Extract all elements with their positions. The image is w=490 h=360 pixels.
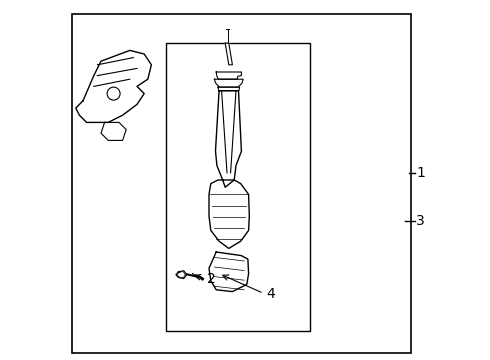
Polygon shape <box>225 43 232 65</box>
Polygon shape <box>76 50 151 122</box>
Text: 2: 2 <box>207 272 216 286</box>
Polygon shape <box>216 72 242 79</box>
Circle shape <box>107 87 120 100</box>
Text: 3: 3 <box>416 215 425 228</box>
Text: 1: 1 <box>416 166 425 180</box>
Polygon shape <box>215 79 243 87</box>
Polygon shape <box>176 271 187 279</box>
Polygon shape <box>209 252 248 292</box>
Polygon shape <box>218 87 240 91</box>
Polygon shape <box>101 122 126 140</box>
Text: 4: 4 <box>266 287 274 301</box>
Polygon shape <box>209 180 249 248</box>
Polygon shape <box>193 274 201 278</box>
Polygon shape <box>216 91 242 187</box>
Bar <box>166 43 310 331</box>
